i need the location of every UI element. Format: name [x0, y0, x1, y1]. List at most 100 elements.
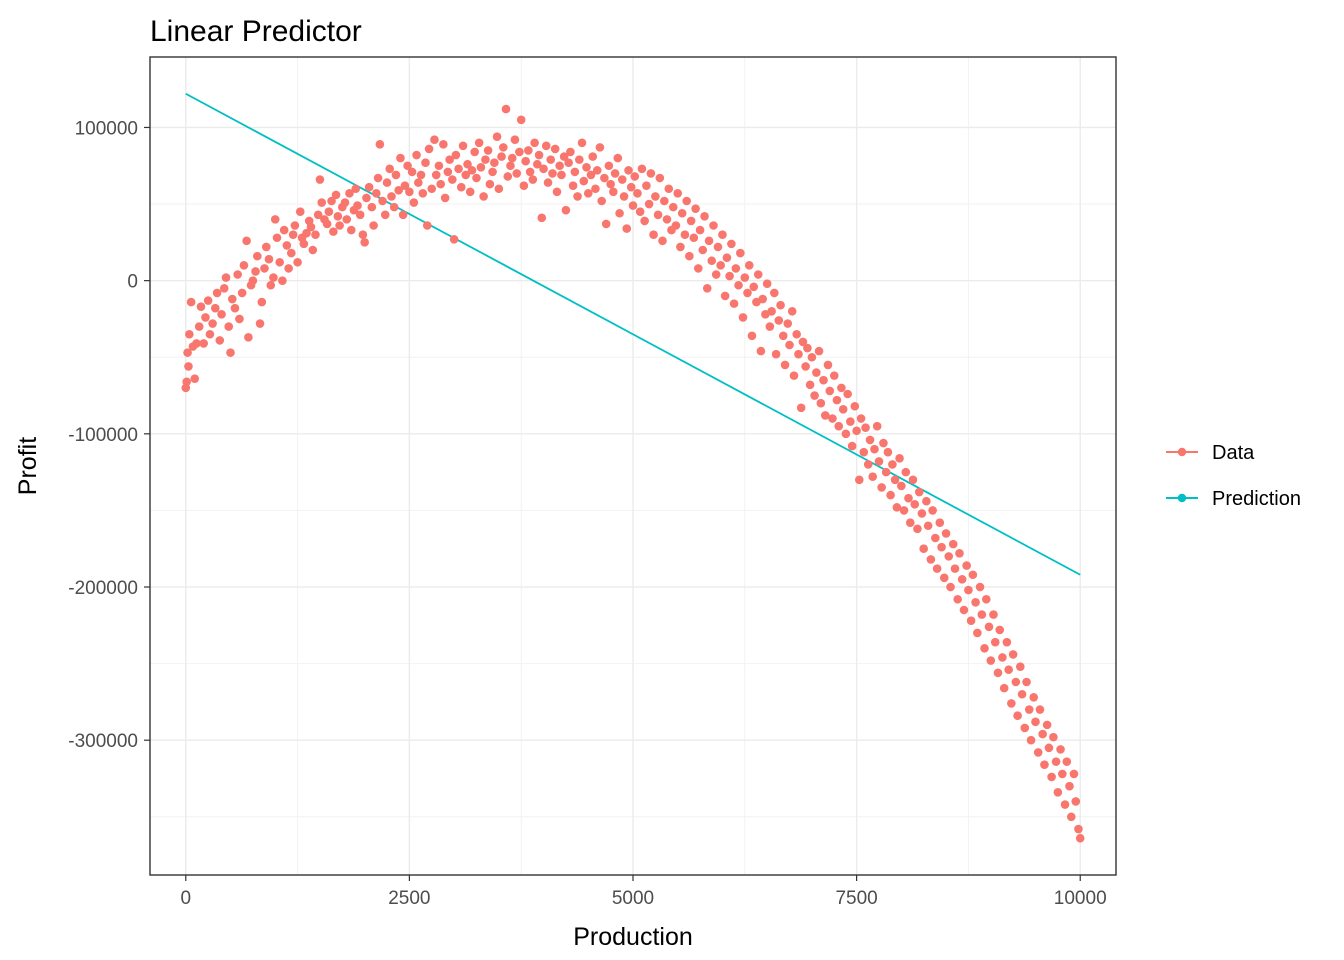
- data-point: [570, 167, 580, 177]
- data-point: [922, 496, 931, 506]
- x-tick-label: 10000: [1054, 888, 1107, 909]
- data-point: [660, 196, 669, 206]
- data-point: [948, 539, 958, 549]
- data-point: [1008, 650, 1018, 659]
- data-point: [644, 199, 654, 209]
- data-point: [982, 594, 991, 604]
- x-axis-title: Production: [573, 923, 693, 951]
- data-point: [290, 221, 300, 230]
- data-point: [279, 225, 289, 235]
- data-point: [364, 182, 374, 192]
- data-point: [913, 524, 922, 534]
- data-point: [1038, 729, 1047, 739]
- data-point: [315, 175, 325, 184]
- data-point: [794, 349, 803, 359]
- data-point: [224, 322, 234, 331]
- data-point: [431, 170, 441, 180]
- data-point: [704, 236, 714, 246]
- data-point: [919, 544, 928, 554]
- data-point: [382, 178, 392, 187]
- data-point: [313, 210, 323, 220]
- data-point: [651, 192, 660, 201]
- data-point: [610, 169, 620, 178]
- data-point: [427, 184, 437, 194]
- data-point: [251, 267, 260, 276]
- data-point: [973, 628, 982, 638]
- data-point: [998, 653, 1007, 662]
- data-point: [877, 483, 886, 492]
- data-point: [278, 276, 287, 285]
- data-point: [676, 242, 685, 252]
- x-tick-label: 7500: [835, 888, 877, 909]
- data-point: [488, 167, 497, 177]
- data-point: [244, 333, 253, 342]
- data-point: [825, 386, 835, 396]
- data-point: [375, 140, 385, 149]
- data-point: [443, 167, 453, 177]
- data-point: [543, 178, 553, 187]
- data-point: [434, 161, 444, 171]
- data-point: [190, 374, 200, 383]
- data-point: [829, 371, 839, 380]
- data-point: [868, 472, 878, 482]
- data-point: [400, 181, 410, 190]
- data-point: [931, 533, 940, 543]
- data-point: [582, 162, 591, 172]
- data-point: [749, 282, 759, 292]
- data-point: [812, 368, 821, 377]
- legend-item: Prediction: [1166, 488, 1301, 510]
- data-point: [261, 242, 271, 252]
- data-point: [613, 153, 623, 163]
- data-point: [716, 261, 725, 270]
- data-point: [626, 182, 636, 192]
- data-series: [181, 104, 1085, 843]
- data-point: [986, 656, 996, 665]
- data-point: [937, 542, 946, 552]
- data-point: [999, 683, 1009, 693]
- data-point: [264, 254, 274, 264]
- data-point: [270, 215, 280, 224]
- data-point: [255, 319, 265, 328]
- data-point: [295, 207, 305, 217]
- data-point: [360, 238, 369, 247]
- data-point: [731, 264, 741, 273]
- data-point: [655, 173, 665, 183]
- data-point: [327, 196, 336, 206]
- legend: Data Prediction: [1166, 442, 1301, 510]
- data-point: [604, 161, 614, 171]
- y-axis: 100000 0 -100000 -200000 -300000: [68, 118, 150, 752]
- data-point: [421, 158, 430, 167]
- data-point: [528, 175, 538, 184]
- data-point: [430, 135, 439, 145]
- data-point: [1033, 748, 1043, 757]
- data-point: [649, 230, 658, 239]
- data-point: [561, 205, 571, 215]
- data-point: [816, 398, 826, 408]
- data-point: [414, 178, 423, 187]
- data-point: [905, 518, 915, 527]
- data-point: [579, 176, 589, 186]
- data-point: [758, 294, 767, 304]
- legend-label: Prediction: [1212, 488, 1301, 510]
- data-point: [233, 270, 242, 279]
- data-point: [854, 475, 864, 485]
- data-point: [838, 405, 848, 414]
- data-point: [521, 156, 530, 166]
- data-point: [637, 164, 647, 174]
- data-point: [186, 297, 196, 307]
- data-point: [846, 417, 855, 426]
- data-point: [617, 175, 627, 184]
- data-point: [695, 225, 705, 235]
- data-point: [819, 375, 828, 385]
- data-point: [287, 248, 296, 258]
- data-point: [311, 230, 320, 239]
- data-point: [557, 170, 566, 180]
- data-point: [709, 221, 718, 230]
- data-point: [235, 314, 244, 324]
- data-point: [353, 201, 362, 210]
- data-point: [959, 605, 969, 615]
- data-point: [686, 216, 696, 226]
- data-point: [192, 339, 201, 348]
- data-point: [317, 198, 327, 207]
- data-point: [852, 426, 861, 436]
